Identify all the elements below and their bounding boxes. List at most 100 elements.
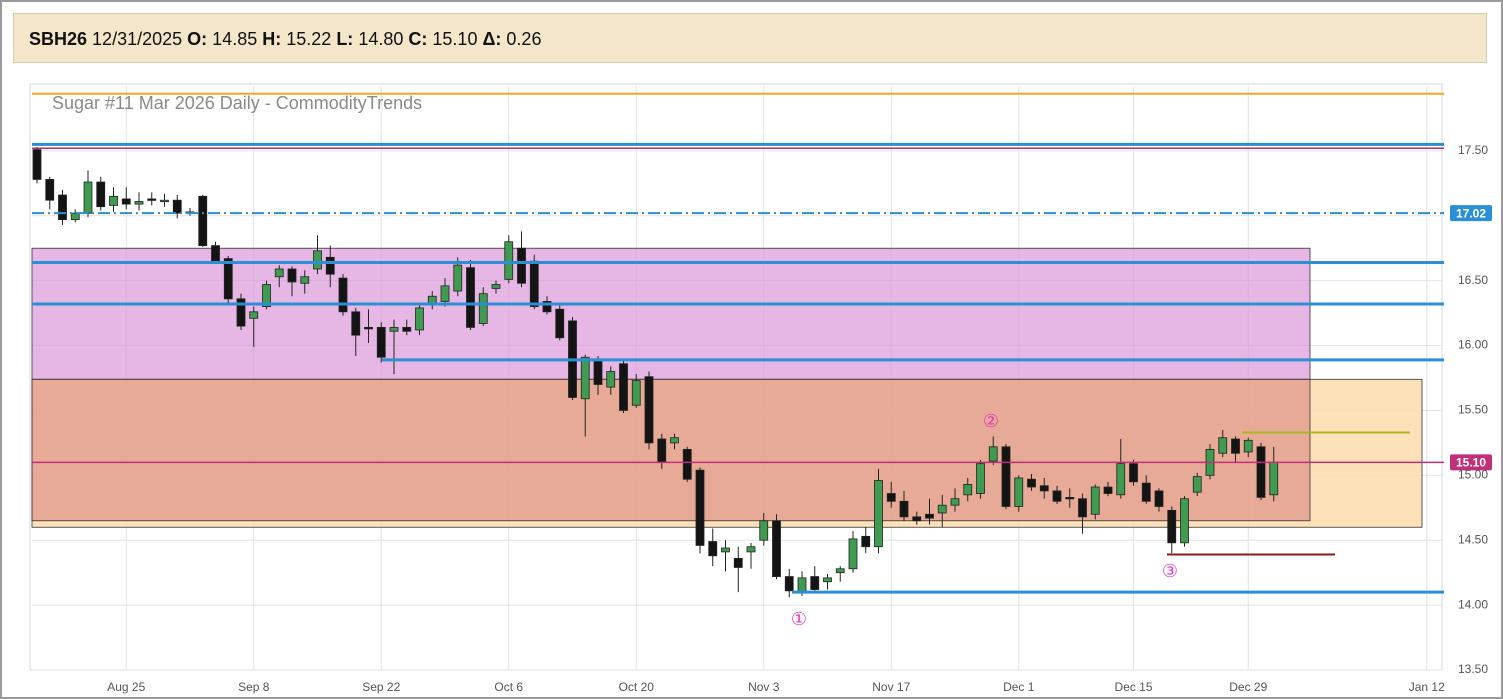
candle-body — [121, 198, 131, 205]
quote-fields: O: 14.85 H: 15.22 L: 14.80 C: 15.10 Δ: 0… — [187, 29, 541, 49]
x-tick-label: Dec 29 — [1229, 680, 1267, 694]
x-tick-label: Sep 8 — [238, 680, 270, 694]
candle-body — [83, 181, 93, 214]
candle-body — [848, 538, 858, 570]
candle-body — [300, 276, 310, 284]
candle-body — [402, 326, 412, 332]
candle-body — [1103, 486, 1113, 494]
candle-body — [784, 576, 794, 592]
candle-body — [415, 307, 424, 331]
field-value: 14.85 — [212, 29, 258, 49]
candle-body — [976, 463, 985, 494]
candle-body — [32, 149, 42, 180]
field-value: 14.80 — [358, 29, 404, 49]
candle-body — [1231, 438, 1240, 454]
x-tick-label: Sep 22 — [362, 680, 400, 694]
candle-body — [529, 260, 539, 308]
candle-body — [759, 520, 769, 541]
candle-body — [198, 195, 208, 247]
candle-body — [147, 198, 157, 201]
candle-body — [797, 577, 807, 593]
candle-body — [835, 568, 845, 574]
x-tick-label: Dec 15 — [1114, 680, 1152, 694]
candle-body — [1129, 463, 1138, 483]
x-tick-label: Dec 1 — [1003, 680, 1035, 694]
candle-body — [1052, 490, 1062, 502]
candle-body — [593, 359, 603, 385]
candle-body — [1180, 498, 1189, 544]
candle-body — [376, 326, 386, 358]
candle-body — [772, 520, 781, 577]
candle-body — [160, 199, 169, 203]
candle-body — [644, 376, 654, 444]
x-tick-label: Oct 20 — [619, 680, 655, 694]
field-value: 15.10 — [432, 29, 478, 49]
y-tick-label: 14.00 — [1458, 597, 1488, 611]
candle-body — [134, 201, 144, 205]
candle-body — [1154, 490, 1164, 507]
y-tick-label: 16.00 — [1458, 338, 1488, 352]
candle-body — [606, 371, 616, 388]
candle-body — [631, 380, 641, 406]
candle-body — [466, 267, 475, 328]
candle-body — [1116, 463, 1126, 496]
candle-body — [1192, 476, 1202, 493]
candle-body — [695, 469, 705, 546]
candle-body — [58, 194, 67, 221]
y-tick-label: 13.50 — [1458, 662, 1488, 676]
candle-body — [937, 504, 947, 514]
candle-body — [211, 245, 220, 262]
candle-body — [1269, 461, 1279, 496]
candle-body — [274, 268, 284, 278]
candle-body — [580, 356, 590, 400]
annotation: ② — [983, 411, 999, 432]
x-tick-label: Nov 17 — [872, 680, 910, 694]
date: 12/31/2025 — [92, 29, 183, 49]
candle-body — [1039, 485, 1049, 492]
candle-body — [249, 311, 259, 319]
candle-body — [1256, 446, 1266, 498]
candle-body — [1078, 498, 1087, 518]
candle-body — [1141, 482, 1151, 502]
candle-body — [491, 284, 501, 289]
candle-body — [886, 493, 896, 502]
candle-body — [325, 256, 335, 275]
field-label: O: — [187, 29, 208, 49]
x-tick-label: Aug 25 — [107, 680, 145, 694]
zone — [31, 378, 1311, 522]
candle-body — [504, 241, 514, 280]
candle-body — [542, 301, 552, 313]
candle-body — [963, 484, 973, 496]
candle-body — [1243, 439, 1253, 453]
candle-body — [988, 446, 998, 462]
candle-body — [453, 264, 463, 292]
candle-body — [810, 576, 820, 590]
candle-body — [1014, 477, 1024, 507]
candle-body — [1090, 486, 1100, 515]
candle-body — [555, 308, 565, 339]
candle-body — [364, 326, 373, 330]
y-tick-label: 16.50 — [1458, 273, 1488, 287]
candle-body — [440, 285, 450, 302]
candle-body — [287, 268, 297, 283]
candle-body — [262, 284, 271, 308]
field-label: C: — [408, 29, 428, 49]
price-tag — [1450, 454, 1492, 471]
y-tick-label: 14.50 — [1458, 532, 1488, 546]
field-label: Δ: — [482, 29, 502, 49]
x-tick-label: Nov 3 — [748, 680, 780, 694]
candle-body — [721, 547, 730, 553]
candle-body — [950, 498, 960, 506]
field-value: 0.26 — [506, 29, 542, 49]
price-tag — [1450, 205, 1492, 222]
chart-title: Sugar #11 Mar 2026 Daily - CommodityTren… — [52, 93, 422, 113]
candle-body — [861, 535, 871, 548]
x-tick-label: Oct 6 — [494, 680, 523, 694]
candle-body — [619, 363, 628, 411]
candle-body — [223, 258, 233, 300]
candle-body — [1218, 437, 1228, 454]
candle-body — [70, 212, 80, 221]
candle-body — [109, 195, 118, 206]
candle-body — [823, 577, 832, 583]
